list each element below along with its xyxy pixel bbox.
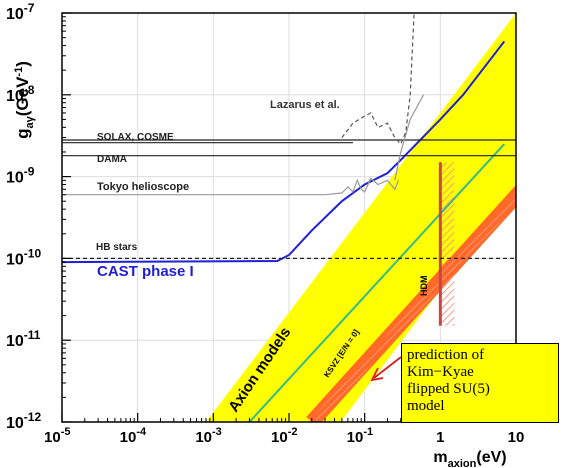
y-tick-label: 10-7 — [6, 1, 35, 23]
x-tick-label: 10-4 — [120, 426, 147, 446]
tokyo-helioscope-line — [62, 177, 400, 196]
cast-phase-label: CAST phase I — [97, 263, 194, 280]
lazarus-label: Lazarus et al. — [270, 99, 340, 111]
tokyo-helioscope-label: Tokyo helioscope — [97, 181, 189, 193]
x-tick-label: 1 — [436, 429, 444, 446]
x-axis-title: maxion(eV) — [433, 449, 506, 468]
lazarus-et-al-line — [341, 13, 415, 146]
y-tick-label: 10-12 — [6, 410, 41, 432]
y-tick-label: 10-11 — [6, 328, 41, 350]
y-tick-label: 10-8 — [6, 83, 35, 105]
x-tick-label: 10-3 — [195, 426, 221, 446]
axion-models-band — [206, 13, 516, 422]
series-5-line — [394, 94, 425, 181]
x-tick-label: 10-2 — [271, 426, 297, 446]
x-tick-label: 10 — [508, 429, 525, 446]
y-tick-label: 10-9 — [6, 165, 35, 187]
kim-kyae-callout: prediction of Kim−Kyae flipped SU(5) mod… — [401, 343, 559, 423]
x-tick-label: 10-1 — [347, 426, 373, 446]
y-tick-label: 10-10 — [6, 246, 41, 268]
solax-cosme-label: SOLAX, COSME — [97, 132, 174, 143]
ksvz-line — [248, 143, 506, 422]
cast-phase-i-line — [62, 40, 506, 264]
y-axis-title: gaγ(GeV-1) — [13, 61, 36, 139]
callout-arrow — [373, 356, 402, 379]
dama-label: DAMA — [97, 154, 127, 165]
hb-stars-label: HB stars — [96, 242, 138, 253]
kim-kyae-band-hatch — [312, 192, 516, 422]
callout-arrowhead — [370, 367, 384, 382]
hdm-label: HDM — [419, 276, 429, 297]
x-tick-label: 10-5 — [44, 426, 70, 446]
hdm-hatch — [440, 162, 455, 326]
